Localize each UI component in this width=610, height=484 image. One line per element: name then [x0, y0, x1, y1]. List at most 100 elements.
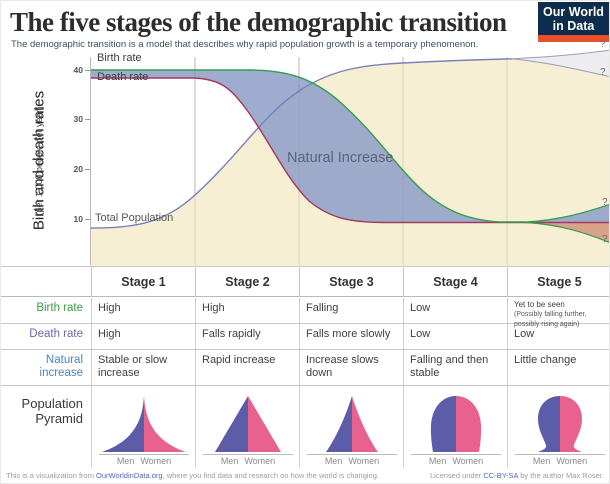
stage-5-header: Stage 5 — [507, 267, 609, 297]
population-projection-up-line — [511, 49, 609, 60]
y-tickmark-20 — [85, 169, 90, 170]
pyramid-stage-1-axis-labels: Men Women — [92, 456, 196, 466]
license-link[interactable]: CC-BY-SA — [483, 471, 519, 480]
population-line — [91, 58, 513, 229]
stage-gridlines-overlay — [194, 57, 508, 265]
women-label: Women — [348, 456, 380, 466]
pyramid-stage-4-axis-labels: Men Women — [404, 456, 508, 466]
y-tickmark-40 — [85, 70, 90, 71]
birth-rate-line — [91, 69, 526, 223]
pyramid-stage-3-women — [352, 396, 378, 452]
natural-increase-row: Natural increase Stable or slow increase… — [1, 350, 609, 386]
birth-rate-stage5-note: (Possibly falling further, possibly risi… — [514, 311, 587, 328]
pyramid-stage-1-men — [102, 395, 144, 452]
natural-decrease-possible-area — [526, 222, 609, 243]
footer-left-text-2: , where you find data and research on ho… — [162, 471, 379, 480]
pyramid-stage-2-baseline — [203, 454, 293, 455]
stage-3-header: Stage 3 — [299, 267, 403, 297]
birth-down-question-mark: ? — [602, 234, 608, 245]
pyramid-stage-2-men — [215, 396, 248, 452]
natural-increase-row-label: Natural increase — [39, 354, 83, 379]
pyramid-stage-2-women — [248, 396, 281, 452]
death-rate-row-label: Death rate — [29, 328, 83, 340]
birth-rate-stage1: High — [91, 298, 195, 323]
population-pyramid-row: Population Pyramid Men Women Men Women — [1, 386, 609, 468]
men-label: Men — [428, 456, 447, 466]
birth-rate-label: Birth rate — [97, 52, 142, 64]
total-population-label: Total Population — [95, 212, 174, 224]
birth-rate-stage3: Falling — [299, 298, 403, 323]
owid-logo[interactable]: Our World in Data — [538, 2, 609, 42]
women-label: Women — [244, 456, 276, 466]
y-tick-40: 40 — [73, 65, 83, 75]
birth-rate-projection-down-line — [525, 221, 609, 243]
birth-rate-stage5: Yet to be seen (Possibly falling further,… — [507, 298, 609, 328]
birth-rate-stage4: Low — [403, 298, 507, 323]
birth-rate-row: Birth rate High High Falling Low Yet to … — [1, 298, 609, 328]
pyramid-stage-4-men — [430, 396, 456, 452]
population-uncertainty-wedge — [512, 50, 609, 77]
birth-rate-stage2: High — [195, 298, 299, 323]
population-projection-down-line — [511, 58, 609, 78]
population-pyramid-row-label: Population Pyramid — [21, 396, 83, 426]
page-title: The five stages of the demographic trans… — [10, 7, 507, 37]
death-rate-stage5: Low — [507, 324, 609, 349]
y-tick-10: 10 — [73, 214, 83, 224]
death-rate-stage3: Falls more slowly — [299, 324, 403, 349]
natural-increase-possible-area — [526, 204, 609, 223]
death-rate-stage1: High — [91, 324, 195, 349]
pyramid-stage-1 — [102, 395, 186, 452]
pyramid-stage-5-women — [560, 396, 582, 452]
men-label: Men — [116, 456, 135, 466]
birth-up-question-mark: ? — [602, 197, 608, 208]
pyramid-stage-3-men — [326, 396, 352, 452]
footer-license: Licensed under CC-BY-SA by the author Ma… — [430, 471, 604, 480]
pyramid-stage-4-cell: Men Women — [403, 386, 507, 468]
transition-chart-plot — [91, 49, 609, 266]
death-rate-stage2: Falls rapidly — [195, 324, 299, 349]
pyramid-stage-4 — [430, 396, 482, 452]
y-tickmark-10 — [85, 219, 90, 220]
pyramid-stage-4-women — [456, 396, 482, 452]
pyramid-stage-5-cell: Men Women — [507, 386, 609, 468]
natural-increase-label: Natural Increase — [287, 150, 394, 166]
natural-increase-area — [91, 70, 526, 223]
death-rate-stage4: Low — [403, 324, 507, 349]
death-rate-label: Death rate — [97, 71, 149, 83]
men-label: Men — [220, 456, 239, 466]
page-subtitle: The demographic transition is a model th… — [11, 39, 479, 50]
pyramid-stage-3-cell: Men Women — [299, 386, 403, 468]
men-label: Men — [324, 456, 343, 466]
natural-increase-stage3: Increase slows down — [299, 350, 403, 385]
women-label: Women — [556, 456, 588, 466]
natural-increase-stage2: Rapid increase — [195, 350, 299, 385]
y-tickmark-30 — [85, 119, 90, 120]
pyramid-stage-4-baseline — [411, 454, 501, 455]
pyramid-stage-5-axis-labels: Men Women — [508, 456, 609, 466]
stage-2-header: Stage 2 — [195, 267, 299, 297]
footer-left-text: This is a visualization from — [6, 471, 97, 480]
pyramid-stage-1-cell: Men Women — [91, 386, 195, 468]
owid-logo-line1: Our World — [543, 5, 604, 19]
pyramid-stage-5-baseline — [515, 454, 605, 455]
pyramid-stage-2-axis-labels: Men Women — [196, 456, 300, 466]
birth-rate-stage5-main: Yet to be seen — [514, 300, 565, 309]
y-axis-line — [90, 57, 91, 265]
pyramid-stage-3-baseline — [307, 454, 397, 455]
pyramid-stage-2 — [215, 396, 281, 452]
footer-right-text-2: by the author Max Roser. — [518, 471, 604, 480]
women-label: Women — [140, 456, 172, 466]
y-tick-30: 30 — [73, 114, 83, 124]
birth-rate-row-label: Birth rate — [36, 302, 83, 314]
y-axis-subtitle: (per 1,000 people per year) — [34, 106, 44, 216]
stage-4-header: Stage 4 — [403, 267, 507, 297]
death-rate-line — [91, 77, 609, 224]
pyramid-stage-1-baseline — [99, 454, 189, 455]
pyramid-stage-1-women — [144, 395, 186, 452]
stage-header-row: Stage 1 Stage 2 Stage 3 Stage 4 Stage 5 — [1, 266, 609, 297]
owid-link[interactable]: OurWorldinData.org — [96, 471, 163, 480]
owid-logo-line2: in Data — [552, 19, 595, 33]
population-up-question-mark: ? — [600, 39, 606, 50]
footer-right-text: Licensed under — [429, 471, 484, 480]
